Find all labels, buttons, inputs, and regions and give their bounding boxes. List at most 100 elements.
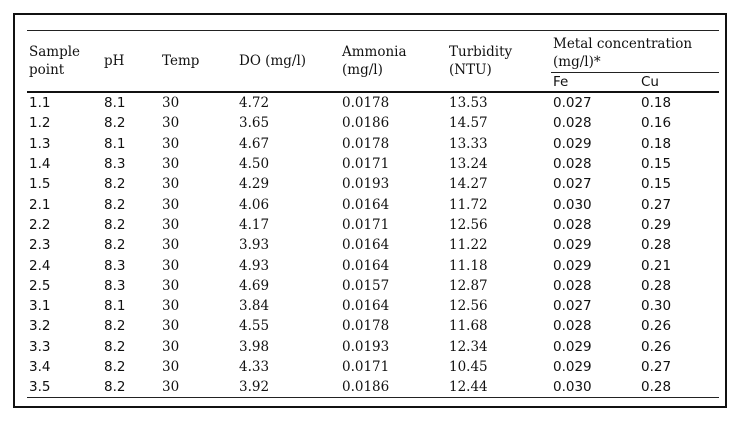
cell-fe: 0.029 xyxy=(553,359,592,375)
cell-temp: 30 xyxy=(162,176,180,193)
cell-turbidity: 13.24 xyxy=(449,156,488,173)
cell-cu: 0.28 xyxy=(641,237,672,254)
cell-ph: 8.2 xyxy=(104,318,126,335)
cell-sample-point: 2.1 xyxy=(29,196,51,213)
cell-ph: 8.2 xyxy=(102,377,160,399)
cell-fe: 0.028 xyxy=(553,156,592,173)
cell-temp: 30 xyxy=(162,338,180,355)
cell-fe: 0.029 xyxy=(553,338,592,355)
cell-temp: 30 xyxy=(162,156,180,173)
table-row: 2.3 8.2 30 3.93 0.0164 11.22 0.029 0.28 xyxy=(27,235,719,255)
water-quality-table: Sample point pH Temp DO (mg/l) Ammonia (… xyxy=(27,30,719,399)
cell-cu: 0.27 xyxy=(641,359,672,375)
cell-cu: 0.18 xyxy=(641,135,672,152)
cell-fe: 0.027 xyxy=(553,95,592,112)
cell-fe: 0.027 xyxy=(553,298,592,315)
cell-fe: 0.029 xyxy=(553,257,592,274)
cell-fe: 0.030 xyxy=(551,377,639,399)
cell-ammonia: 0.0171 xyxy=(342,156,390,173)
cell-turbidity: 12.56 xyxy=(449,298,488,315)
cell-turbidity: 14.57 xyxy=(449,115,488,132)
cell-sample-point: 3.5 xyxy=(27,377,102,399)
table-body: 1.1 8.1 30 4.72 0.0178 13.53 0.027 0.18 1.2 8.2 30… xyxy=(27,92,719,399)
cell-do: 4.50 xyxy=(239,156,270,173)
cell-do: 3.65 xyxy=(239,115,270,132)
cell-sample-point: 1.4 xyxy=(29,156,51,173)
table-row: 3.3 8.2 30 3.98 0.0193 12.34 0.029 0.26 xyxy=(27,337,719,357)
cell-cu: 0.16 xyxy=(641,115,672,132)
cell-fe: 0.029 xyxy=(553,237,592,254)
cell-turbidity: 12.34 xyxy=(449,338,488,355)
cell-cu: 0.26 xyxy=(641,338,672,355)
cell-sample-point: 1.2 xyxy=(29,115,51,132)
cell-sample-point: 2.5 xyxy=(29,277,51,294)
cell-do: 4.72 xyxy=(239,95,270,112)
header-turbidity: Turbidity (NTU) xyxy=(447,30,551,93)
cell-ammonia: 0.0178 xyxy=(342,318,390,335)
cell-cu: 0.18 xyxy=(641,95,672,112)
cell-fe: 0.028 xyxy=(553,115,592,132)
header-ammonia: Ammonia (mg/l) xyxy=(340,30,447,93)
cell-temp: 30 xyxy=(162,359,180,375)
cell-do: 3.92 xyxy=(237,377,340,399)
cell-ammonia: 0.0186 xyxy=(340,377,447,399)
table-row: 1.5 8.2 30 4.29 0.0193 14.27 0.027 0.15 xyxy=(27,174,719,194)
cell-sample-point: 1.3 xyxy=(29,135,51,152)
cell-sample-point: 1.5 xyxy=(29,176,51,193)
cell-temp: 30 xyxy=(162,257,180,274)
cell-cu: 0.29 xyxy=(641,216,672,233)
cell-cu: 0.28 xyxy=(641,277,672,294)
table-row: 1.4 8.3 30 4.50 0.0171 13.24 0.028 0.15 xyxy=(27,154,719,174)
cell-ammonia: 0.0171 xyxy=(342,216,390,233)
cell-do: 4.67 xyxy=(239,135,270,152)
cell-do: 4.33 xyxy=(239,359,270,375)
cell-ph: 8.1 xyxy=(104,95,126,112)
cell-turbidity: 11.22 xyxy=(449,237,488,254)
cell-cu: 0.28 xyxy=(639,377,719,399)
cell-fe: 0.028 xyxy=(553,216,592,233)
cell-ph: 8.3 xyxy=(104,156,126,173)
cell-cu: 0.15 xyxy=(641,176,672,193)
cell-turbidity: 12.56 xyxy=(449,216,488,233)
cell-temp: 30 xyxy=(162,318,180,335)
cell-ph: 8.2 xyxy=(104,176,126,193)
header-do: DO (mg/l) xyxy=(237,30,340,93)
cell-sample-point: 2.4 xyxy=(29,257,51,274)
cell-fe: 0.028 xyxy=(553,318,592,335)
cell-do: 3.93 xyxy=(239,237,270,254)
header-ph: pH xyxy=(102,30,160,93)
cell-do: 4.17 xyxy=(239,216,270,233)
cell-do: 3.98 xyxy=(239,338,270,355)
header-temp: Temp xyxy=(160,30,237,93)
cell-sample-point: 3.2 xyxy=(29,318,51,335)
table-row: 3.1 8.1 30 3.84 0.0164 12.56 0.027 0.30 xyxy=(27,296,719,316)
cell-temp: 30 xyxy=(162,95,180,112)
cell-temp: 30 xyxy=(162,196,180,213)
cell-cu: 0.26 xyxy=(641,318,672,335)
cell-turbidity: 11.68 xyxy=(449,318,488,335)
cell-ph: 8.2 xyxy=(104,237,126,254)
cell-temp: 30 xyxy=(162,135,180,152)
cell-sample-point: 3.3 xyxy=(29,338,51,355)
cell-turbidity: 13.33 xyxy=(449,135,488,152)
table-row: 2.2 8.2 30 4.17 0.0171 12.56 0.028 0.29 xyxy=(27,215,719,235)
cell-do: 4.06 xyxy=(239,196,270,213)
table-row: 1.2 8.2 30 3.65 0.0186 14.57 0.028 0.16 xyxy=(27,113,719,133)
cell-turbidity: 11.72 xyxy=(449,196,488,213)
cell-ph: 8.2 xyxy=(104,196,126,213)
cell-sample-point: 1.1 xyxy=(29,95,51,112)
cell-ph: 8.2 xyxy=(104,216,126,233)
header-metal-concentration: Metal concentration (mg/l)* xyxy=(551,30,719,73)
cell-ammonia: 0.0178 xyxy=(342,95,390,112)
cell-do: 4.29 xyxy=(239,176,270,193)
cell-do: 4.69 xyxy=(239,277,270,294)
cell-ph: 8.1 xyxy=(104,135,126,152)
cell-ammonia: 0.0164 xyxy=(342,196,390,213)
table-row: 2.1 8.2 30 4.06 0.0164 11.72 0.030 0.27 xyxy=(27,194,719,214)
cell-cu: 0.21 xyxy=(641,257,672,274)
cell-turbidity: 12.44 xyxy=(447,377,551,399)
cell-ammonia: 0.0164 xyxy=(342,257,390,274)
cell-ammonia: 0.0171 xyxy=(342,359,390,375)
cell-ph: 8.2 xyxy=(104,338,126,355)
cell-turbidity: 11.18 xyxy=(449,257,488,274)
